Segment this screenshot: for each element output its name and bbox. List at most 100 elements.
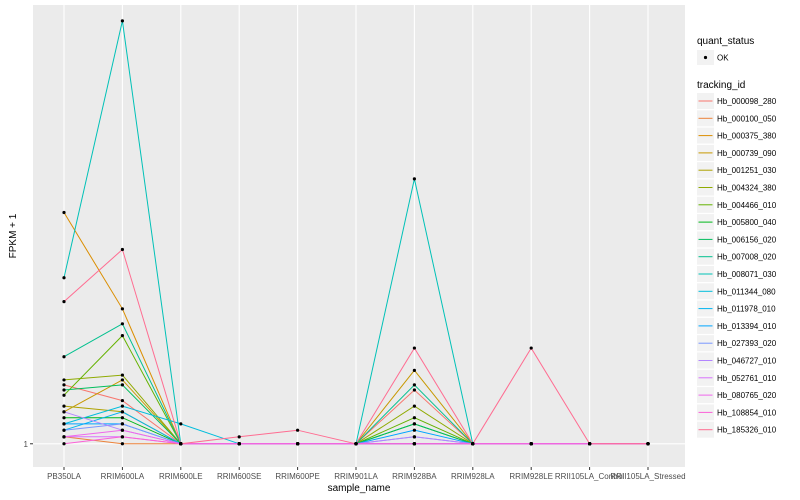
data-point	[62, 393, 66, 397]
x-tick-label: RRIM600LE	[159, 472, 203, 481]
legend-label: Hb_046727_010	[717, 357, 777, 366]
x-tick-label: RRIM901LA	[334, 472, 378, 481]
y-axis-title: FPKM + 1	[8, 213, 19, 258]
legend-color-title: tracking_id	[697, 80, 745, 91]
legend-label: Hb_004324_380	[717, 184, 777, 193]
legend-label: Hb_027393_020	[717, 339, 777, 348]
x-tick-label: RRIM928LE	[509, 472, 553, 481]
legend-label: Hb_001251_030	[717, 166, 777, 175]
legend-label: Hb_052761_010	[717, 374, 777, 383]
x-tick-label: RRIM928LA	[451, 472, 495, 481]
legend-label: Hb_185326_010	[717, 426, 777, 435]
data-point	[120, 247, 124, 252]
data-point	[62, 416, 66, 420]
data-point	[529, 442, 533, 446]
data-point	[412, 435, 416, 439]
data-point	[62, 404, 66, 408]
legend-point-swatch	[703, 55, 708, 60]
data-point	[120, 428, 124, 432]
legend-color-entries: Hb_000098_280 Hb_000100_050 Hb_000375_380 H…	[697, 93, 777, 438]
data-point	[62, 388, 66, 392]
y-tick-label: 1	[24, 440, 29, 449]
legend-label: OK	[717, 54, 729, 63]
data-point	[120, 410, 124, 414]
x-tick-label: RRIM928BA	[392, 472, 437, 481]
data-point	[296, 428, 300, 432]
data-point	[412, 368, 416, 372]
legend-label: Hb_006156_020	[717, 235, 777, 244]
data-point	[529, 346, 533, 350]
data-point	[62, 300, 66, 304]
data-point	[62, 383, 66, 387]
data-point	[412, 177, 416, 181]
data-point	[62, 435, 66, 439]
data-point	[179, 442, 183, 446]
data-point	[412, 416, 416, 420]
x-tick-label: RRII105LA_Stressed	[610, 472, 685, 481]
data-point	[120, 404, 124, 408]
data-point	[646, 442, 650, 446]
data-point	[120, 416, 124, 420]
legend-label: Hb_080765_020	[717, 391, 777, 400]
x-tick-label: RRII105LA_Control	[555, 472, 625, 481]
data-point	[120, 398, 124, 403]
legend-label: Hb_005800_040	[717, 218, 777, 227]
data-point	[62, 355, 66, 359]
data-point	[120, 322, 124, 326]
legend: quant_status OK tracking_id Hb_000098_28…	[697, 36, 777, 438]
x-tick-label: RRIM600LA	[101, 472, 145, 481]
data-point	[120, 334, 124, 338]
data-point	[237, 442, 241, 446]
data-point	[412, 383, 416, 387]
data-points	[62, 19, 650, 446]
legend-label: Hb_013394_010	[717, 322, 777, 331]
data-point	[62, 276, 66, 280]
legend-label: Hb_000098_280	[717, 97, 777, 106]
data-point	[62, 422, 66, 426]
data-point	[412, 442, 416, 446]
x-tick-label: PB350LA	[47, 472, 81, 481]
data-point	[588, 442, 592, 446]
data-point	[354, 442, 358, 446]
x-axis-ticks: PB350LA RRIM600LA RRIM600LE RRIM600SE RRIM60…	[47, 467, 686, 481]
legend-label: Hb_000739_090	[717, 149, 777, 158]
data-point	[120, 307, 124, 311]
legend-shape-title: quant_status	[697, 36, 754, 47]
data-point	[296, 442, 300, 446]
legend-label: Hb_004466_010	[717, 201, 777, 210]
data-point	[237, 435, 241, 439]
data-point	[412, 422, 416, 426]
legend-label: Hb_011344_080	[717, 287, 776, 296]
legend-label: Hb_108854_010	[717, 408, 777, 417]
x-tick-label: RRIM600SE	[217, 472, 261, 481]
data-point	[412, 388, 416, 392]
y-axis-ticks: 1	[24, 440, 33, 449]
data-point	[120, 383, 124, 387]
legend-label: Hb_000375_380	[717, 132, 777, 141]
data-point	[62, 410, 66, 414]
data-point	[120, 442, 124, 446]
data-point	[120, 373, 124, 377]
legend-shape-entries: OK	[697, 50, 729, 65]
data-point	[412, 404, 416, 408]
legend-label: Hb_000100_050	[717, 114, 777, 123]
data-point	[120, 19, 124, 23]
data-point	[62, 442, 66, 446]
data-point	[120, 435, 124, 439]
x-tick-label: RRIM600PE	[275, 472, 319, 481]
data-point	[412, 428, 416, 432]
data-point	[62, 428, 66, 432]
legend-label: Hb_011978_010	[717, 305, 776, 314]
legend-label: Hb_007008_020	[717, 253, 777, 262]
plot-panel	[33, 5, 685, 467]
data-point	[471, 442, 475, 446]
data-point	[179, 422, 183, 426]
data-point	[62, 378, 66, 382]
data-point	[62, 210, 66, 215]
data-point	[120, 422, 124, 426]
data-point	[120, 378, 124, 382]
x-axis-title: sample_name	[328, 483, 391, 494]
data-point	[412, 346, 416, 350]
legend-label: Hb_008071_030	[717, 270, 777, 279]
